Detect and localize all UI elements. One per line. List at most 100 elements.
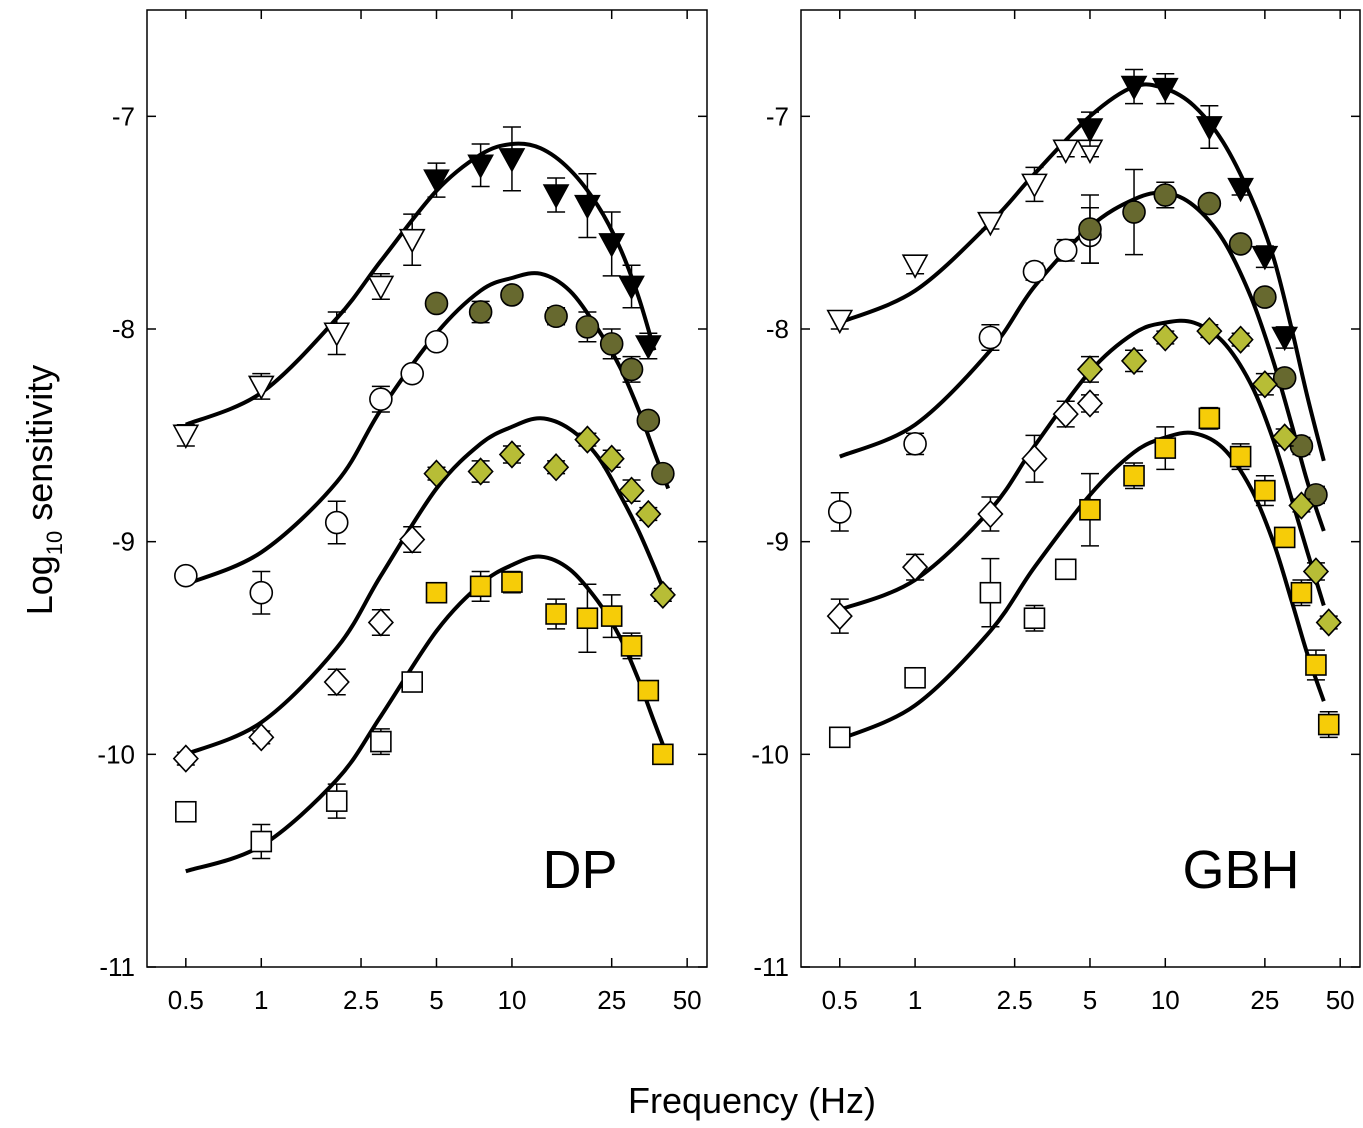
data-point-diamond-open [248, 723, 275, 752]
plot-frame [146, 9, 708, 968]
y-tick-label: -9 [766, 527, 789, 557]
data-point-square-filled [469, 575, 492, 598]
data-point-triangle-down-filled [598, 233, 626, 258]
data-point-square-open [828, 726, 851, 749]
y-tick-label: -8 [766, 314, 789, 344]
data-point-circle-filled [544, 304, 568, 329]
data-point-diamond-filled [1271, 423, 1298, 452]
data-point-circle-filled [636, 408, 661, 433]
data-point-square-open [325, 790, 348, 812]
data-point-diamond-filled [1196, 316, 1223, 346]
data-point-square-open [250, 830, 273, 853]
data-point-circle-filled [1197, 191, 1222, 216]
data-point-circle-open [1053, 238, 1078, 263]
data-point-diamond-open [172, 744, 199, 773]
x-tick-label: 50 [673, 985, 702, 1015]
data-point-square-filled [1154, 437, 1177, 459]
x-tick-label: 1 [908, 985, 922, 1015]
data-point-triangle-down-filled [1120, 75, 1148, 101]
data-point-circle-open [978, 325, 1003, 350]
data-point-diamond-filled [498, 440, 526, 469]
x-tick-label: 5 [429, 985, 443, 1015]
data-point-diamond-open [399, 525, 426, 554]
data-point-square-filled [1254, 479, 1276, 502]
data-point-diamond-filled [1152, 323, 1179, 352]
data-point-diamond-filled [1120, 346, 1148, 376]
data-point-square-filled [652, 743, 674, 766]
data-point-circle-filled [1153, 183, 1178, 207]
data-point-square-filled [1079, 498, 1101, 521]
data-point-square-filled [1317, 713, 1340, 736]
x-tick-label: 2.5 [343, 985, 379, 1015]
x-axis-title: Frequency (Hz) [628, 1080, 876, 1121]
y-tick-label: -10 [97, 739, 135, 769]
data-point-triangle-down-open [977, 211, 1004, 237]
y-tick-label: -10 [751, 739, 789, 769]
plot-frame [800, 9, 1361, 968]
y-tick-label: -8 [112, 314, 135, 344]
data-point-triangle-down-open [1052, 139, 1080, 165]
panel-label: GBH [1182, 840, 1299, 900]
data-point-diamond-filled [1302, 557, 1330, 586]
data-point-triangle-down-open [901, 254, 929, 279]
data-point-diamond-filled [598, 444, 625, 473]
data-point-square-filled [501, 571, 523, 593]
data-point-circle-open [249, 580, 274, 605]
data-point-circle-open [424, 329, 449, 354]
data-point-circle-filled [1272, 366, 1297, 390]
data-point-diamond-open [367, 608, 394, 637]
data-point-square-filled [1273, 526, 1296, 549]
data-point-circle-filled [1253, 285, 1277, 309]
data-point-triangle-down-filled [618, 275, 645, 301]
x-tick-label: 5 [1083, 985, 1097, 1015]
data-point-diamond-filled [1288, 491, 1315, 520]
data-point-triangle-down-filled [1196, 116, 1223, 141]
data-point-circle-filled [599, 332, 624, 356]
data-point-square-open [370, 730, 392, 753]
data-point-diamond-open [1076, 389, 1104, 418]
fit-curve-square [185, 554, 671, 874]
data-point-square-filled [1229, 445, 1252, 468]
data-point-diamond-filled [542, 453, 570, 482]
data-point-diamond-filled [1227, 325, 1254, 354]
data-point-diamond-filled [1315, 608, 1342, 637]
data-point-diamond-filled [1251, 370, 1278, 399]
data-point-diamond-open [826, 601, 853, 631]
data-point-circle-filled [468, 300, 493, 324]
y-tick-label: -11 [99, 952, 135, 982]
fit-curve-diamond [185, 416, 671, 757]
data-point-triangle-down-open [1021, 173, 1048, 199]
data-point-square-open [175, 800, 197, 823]
data-point-diamond-open [1052, 399, 1079, 429]
x-tick-label: 1 [254, 985, 268, 1015]
data-point-square-filled [545, 603, 567, 625]
y-tick-label: -7 [766, 101, 789, 131]
data-point-triangle-down-filled [1227, 177, 1254, 203]
data-point-square-open [1023, 607, 1046, 630]
data-point-triangle-down-open [247, 375, 275, 401]
x-tick-label: 50 [1326, 985, 1355, 1015]
panel-gbh: 0.5 1 2.5 5 10 25 50 -7 -8 -9 -10 -11 GBH [751, 9, 1361, 1015]
data-point-triangle-down-filled [1151, 77, 1179, 103]
data-point-diamond-filled [1076, 355, 1104, 384]
data-point-circle-open [1022, 259, 1047, 284]
data-point-square-open [979, 581, 1002, 604]
x-tick-label: 2.5 [997, 985, 1033, 1015]
data-point-square-filled [620, 635, 643, 657]
data-point-circle-filled [1078, 217, 1102, 241]
data-point-triangle-down-filled [634, 335, 662, 360]
data-point-diamond-filled [649, 580, 676, 610]
data-point-square-filled [1290, 581, 1313, 604]
x-tick-label: 25 [1250, 985, 1279, 1015]
data-point-triangle-down-open [367, 275, 395, 301]
y-tick-label: -9 [112, 527, 135, 557]
y-tick-label: -7 [112, 101, 135, 131]
data-point-circle-open [174, 563, 198, 588]
x-tick-label: 0.5 [822, 985, 858, 1015]
data-point-triangle-down-filled [423, 169, 450, 194]
panel-label: DP [542, 840, 617, 900]
data-point-triangle-down-open [172, 424, 200, 450]
data-point-circle-open [400, 361, 424, 386]
data-point-triangle-down-filled [574, 194, 601, 220]
